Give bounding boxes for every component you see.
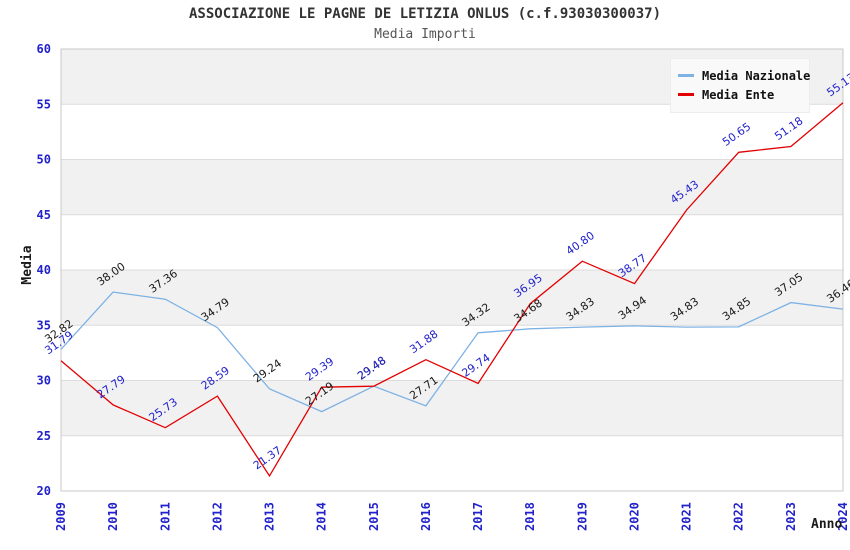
x-axis-tick-label: 2022 xyxy=(732,502,746,531)
x-axis-tick-label: 2018 xyxy=(523,502,537,531)
legend-label-media-ente: Media Ente xyxy=(702,87,775,102)
y-axis-tick-label: 20 xyxy=(37,484,51,498)
legend-swatch-media-nazionale-icon xyxy=(678,74,694,77)
legend-item-media-nazionale: Media Nazionale xyxy=(677,66,810,85)
y-axis-tick-label: 30 xyxy=(37,374,51,388)
y-axis-tick-label: 25 xyxy=(37,429,51,443)
plot-band xyxy=(61,214,843,270)
x-axis-tick-label: 2012 xyxy=(210,502,224,531)
x-axis-title: Anno xyxy=(811,517,842,532)
plot-border xyxy=(60,48,844,492)
y-axis-tick-label: 35 xyxy=(37,318,51,332)
legend-item-media-ente: Media Ente xyxy=(677,85,801,104)
x-axis-tick-label: 2013 xyxy=(263,502,277,531)
legend-swatch-media-ente-icon xyxy=(678,93,694,96)
y-axis-tick-label: 50 xyxy=(37,153,51,167)
plot-band xyxy=(61,270,843,326)
x-axis-tick-label: 2010 xyxy=(106,502,120,531)
series-line-media-nazionale xyxy=(60,291,844,413)
y-axis-tick-label: 55 xyxy=(37,97,51,111)
x-axis-tick-label: 2023 xyxy=(784,502,798,531)
y-axis-title: Media xyxy=(20,245,35,284)
series-line-media-ente xyxy=(60,102,844,478)
x-axis-tick-label: 2016 xyxy=(419,502,433,531)
x-axis-tick-label: 2024 xyxy=(836,502,850,531)
x-axis-tick-label: 2009 xyxy=(54,502,68,531)
x-axis-tick-label: 2020 xyxy=(628,502,642,531)
plot-band xyxy=(61,159,843,215)
x-axis-tick-label: 2015 xyxy=(367,502,381,531)
x-axis-tick-label: 2014 xyxy=(315,502,329,531)
plot-band xyxy=(61,104,843,160)
plot-band xyxy=(61,435,843,491)
x-axis-tick-label: 2011 xyxy=(158,502,172,531)
x-axis-tick-label: 2021 xyxy=(680,502,694,531)
plot-band xyxy=(61,380,843,436)
x-axis-tick-label: 2017 xyxy=(471,502,485,531)
y-axis-tick-label: 45 xyxy=(37,208,51,222)
chart-title: ASSOCIAZIONE LE PAGNE DE LETIZIA ONLUS (… xyxy=(188,6,661,22)
y-axis-tick-label: 40 xyxy=(37,263,51,277)
chart-subtitle: Media Importi xyxy=(374,27,476,42)
x-axis-tick-label: 2019 xyxy=(575,502,589,531)
legend-label-media-nazionale: Media Nazionale xyxy=(702,68,811,83)
legend: Media Nazionale Media Ente xyxy=(670,58,810,113)
y-axis-tick-label: 60 xyxy=(37,42,51,56)
